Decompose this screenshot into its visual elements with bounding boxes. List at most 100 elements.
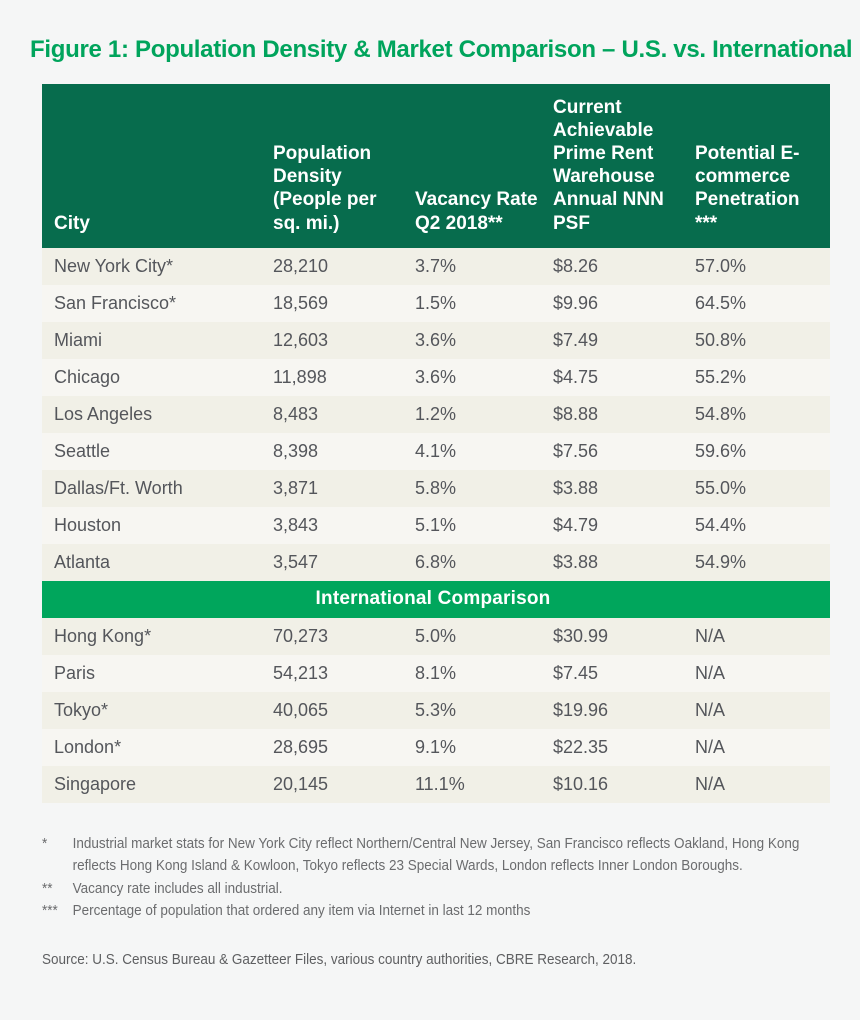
cell-rent: $7.49 xyxy=(553,321,695,359)
header-cell-density: Population Density (People per sq. mi.) xyxy=(273,83,415,248)
cell-city: Tokyo* xyxy=(42,691,273,729)
cell-density: 70,273 xyxy=(273,617,415,655)
cell-density: 8,483 xyxy=(273,395,415,433)
cell-city: Dallas/Ft. Worth xyxy=(42,469,273,507)
table-row: Dallas/Ft. Worth 3,871 5.8% $3.88 55.0% xyxy=(42,469,830,507)
cell-rent: $3.88 xyxy=(553,543,695,581)
cell-density: 20,145 xyxy=(273,765,415,803)
footnote-text: Industrial market stats for New York Cit… xyxy=(72,834,800,875)
cell-vacancy: 11.1% xyxy=(415,765,553,803)
cell-density: 12,603 xyxy=(273,321,415,359)
footnote: * Industrial market stats for New York C… xyxy=(42,833,825,878)
cell-rent: $10.16 xyxy=(553,765,695,803)
table-row: Tokyo* 40,065 5.3% $19.96 N/A xyxy=(42,691,830,729)
table-row: New York City* 28,210 3.7% $8.26 57.0% xyxy=(42,247,830,285)
cell-city: San Francisco* xyxy=(42,284,273,322)
cell-city: Hong Kong* xyxy=(42,617,273,655)
header-cell-city: City xyxy=(42,83,273,248)
table-body: New York City* 28,210 3.7% $8.26 57.0% S… xyxy=(42,247,830,803)
source-line: Source: U.S. Census Bureau & Gazetteer F… xyxy=(42,950,637,968)
cell-penetration: 57.0% xyxy=(695,247,830,285)
cell-rent: $8.88 xyxy=(553,395,695,433)
cell-rent: $4.75 xyxy=(553,358,695,396)
table-row: Seattle 8,398 4.1% $7.56 59.6% xyxy=(42,432,830,470)
cell-vacancy: 5.8% xyxy=(415,469,553,507)
cell-density: 18,569 xyxy=(273,284,415,322)
cell-density: 28,210 xyxy=(273,247,415,285)
cell-penetration: N/A xyxy=(695,765,830,803)
cell-rent: $19.96 xyxy=(553,691,695,729)
table-row: Los Angeles 8,483 1.2% $8.88 54.8% xyxy=(42,395,830,433)
cell-density: 8,398 xyxy=(273,432,415,470)
cell-vacancy: 3.7% xyxy=(415,247,553,285)
footnote-text: Percentage of population that ordered an… xyxy=(72,902,531,920)
table-row: San Francisco* 18,569 1.5% $9.96 64.5% xyxy=(42,284,830,322)
cell-vacancy: 9.1% xyxy=(415,728,553,766)
header-cell-vacancy: Vacancy Rate Q2 2018** xyxy=(415,83,553,248)
cell-vacancy: 5.1% xyxy=(415,506,553,544)
cell-density: 54,213 xyxy=(273,654,415,692)
cell-vacancy: 6.8% xyxy=(415,543,553,581)
cell-rent: $22.35 xyxy=(553,728,695,766)
cell-rent: $9.96 xyxy=(553,284,695,322)
cell-penetration: N/A xyxy=(695,728,830,766)
footnote: *** Percentage of population that ordere… xyxy=(42,900,825,923)
cell-city: Paris xyxy=(42,654,273,692)
cell-penetration: 50.8% xyxy=(695,321,830,359)
cell-rent: $3.88 xyxy=(553,469,695,507)
cell-vacancy: 5.3% xyxy=(415,691,553,729)
table-row: Hong Kong* 70,273 5.0% $30.99 N/A xyxy=(42,617,830,655)
cell-penetration: N/A xyxy=(695,617,830,655)
figure-title: Figure 1: Population Density & Market Co… xyxy=(30,36,853,63)
cell-vacancy: 4.1% xyxy=(415,432,553,470)
table-row: Houston 3,843 5.1% $4.79 54.4% xyxy=(42,506,830,544)
header-row: City Population Density (People per sq. … xyxy=(42,83,830,248)
cell-penetration: N/A xyxy=(695,654,830,692)
cell-vacancy: 5.0% xyxy=(415,617,553,655)
table-header: City Population Density (People per sq. … xyxy=(42,83,830,248)
table-row: Singapore 20,145 11.1% $10.16 N/A xyxy=(42,765,830,803)
cell-city: London* xyxy=(42,728,273,766)
cell-city: Los Angeles xyxy=(42,395,273,433)
cell-vacancy: 8.1% xyxy=(415,654,553,692)
cell-vacancy: 3.6% xyxy=(415,321,553,359)
footnote-text: Vacancy rate includes all industrial. xyxy=(72,879,283,897)
header-cell-penetration: Potential E-commerce Penetration *** xyxy=(695,83,830,248)
cell-penetration: N/A xyxy=(695,691,830,729)
cell-density: 3,547 xyxy=(273,543,415,581)
footnote-marker: *** xyxy=(42,902,58,920)
cell-density: 28,695 xyxy=(273,728,415,766)
cell-penetration: 64.5% xyxy=(695,284,830,322)
cell-city: New York City* xyxy=(42,247,273,285)
cell-city: Atlanta xyxy=(42,543,273,581)
cell-vacancy: 3.6% xyxy=(415,358,553,396)
cell-rent: $7.45 xyxy=(553,654,695,692)
cell-rent: $7.56 xyxy=(553,432,695,470)
cell-density: 3,871 xyxy=(273,469,415,507)
cell-vacancy: 1.2% xyxy=(415,395,553,433)
international-banner-row: International Comparison xyxy=(42,580,830,618)
footnote-marker: * xyxy=(42,834,48,852)
cell-rent: $4.79 xyxy=(553,506,695,544)
cell-rent: $30.99 xyxy=(553,617,695,655)
cell-penetration: 54.8% xyxy=(695,395,830,433)
international-banner-label: International Comparison xyxy=(42,580,830,618)
table-row: Miami 12,603 3.6% $7.49 50.8% xyxy=(42,321,830,359)
cell-city: Seattle xyxy=(42,432,273,470)
footnote: ** Vacancy rate includes all industrial. xyxy=(42,878,825,901)
cell-density: 11,898 xyxy=(273,358,415,396)
cell-city: Singapore xyxy=(42,765,273,803)
cell-city: Houston xyxy=(42,506,273,544)
comparison-table: City Population Density (People per sq. … xyxy=(42,83,830,803)
cell-penetration: 54.9% xyxy=(695,543,830,581)
cell-penetration: 55.2% xyxy=(695,358,830,396)
table-row: Paris 54,213 8.1% $7.45 N/A xyxy=(42,654,830,692)
cell-penetration: 54.4% xyxy=(695,506,830,544)
cell-penetration: 59.6% xyxy=(695,432,830,470)
cell-city: Chicago xyxy=(42,358,273,396)
table-row: London* 28,695 9.1% $22.35 N/A xyxy=(42,728,830,766)
cell-density: 40,065 xyxy=(273,691,415,729)
table-row: Chicago 11,898 3.6% $4.75 55.2% xyxy=(42,358,830,396)
table-row: Atlanta 3,547 6.8% $3.88 54.9% xyxy=(42,543,830,581)
cell-penetration: 55.0% xyxy=(695,469,830,507)
